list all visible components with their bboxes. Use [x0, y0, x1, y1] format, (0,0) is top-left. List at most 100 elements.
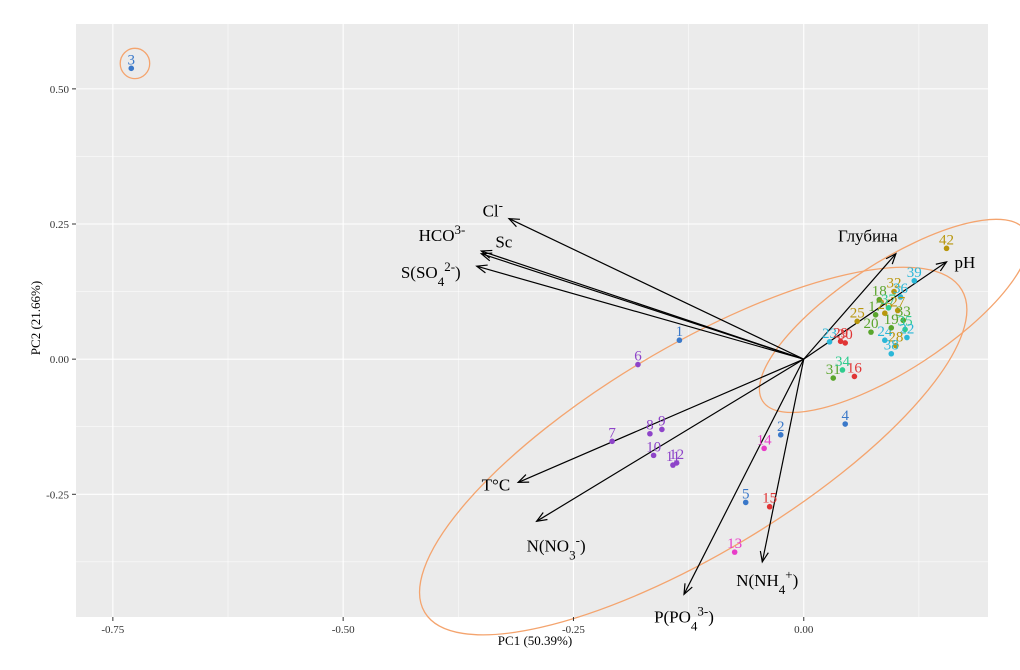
sample-point-label: 7	[608, 425, 616, 441]
sample-point	[894, 307, 901, 314]
sample-point-label: 39	[907, 265, 922, 281]
major-gridlines	[76, 24, 988, 617]
loading-arrowhead	[475, 264, 488, 274]
sample-point-label: 10	[646, 439, 661, 455]
cluster-ellipse	[418, 266, 968, 636]
loading-label: N(NO3-)	[527, 532, 586, 562]
y-tick-label: 0.50	[50, 84, 70, 96]
sample-point	[882, 337, 888, 344]
sample-point	[842, 421, 849, 427]
sample-point	[868, 329, 874, 335]
sample-point	[842, 340, 849, 346]
sample-point	[128, 65, 135, 72]
sample-point	[882, 310, 888, 317]
loading-label: HCO3-	[419, 222, 466, 246]
loading-arrowhead	[935, 260, 948, 272]
loading-arrowhead	[507, 217, 520, 228]
sample-point	[911, 277, 918, 284]
sample-point-label: 34	[835, 354, 851, 370]
sample-point	[609, 438, 615, 445]
loading-arrow-line	[683, 358, 805, 595]
sample-point-label: 35	[898, 313, 913, 329]
sample-point	[659, 426, 665, 433]
loading-label: T°C	[482, 475, 511, 494]
sample-point	[851, 373, 858, 380]
sample-point-label: 32	[887, 276, 902, 292]
x-tick-label: 0.00	[794, 624, 814, 636]
x-tick-label: -0.75	[101, 624, 124, 636]
loading-arrow-line	[476, 265, 804, 360]
loading-label: Глубина	[838, 227, 898, 246]
sample-point-label: 9	[658, 413, 666, 429]
loading-arrow-line	[803, 253, 897, 360]
loading-arrowhead	[885, 252, 897, 265]
confidence-ellipses	[119, 47, 1020, 636]
sample-point-label: 12	[669, 447, 684, 463]
sample-point	[761, 445, 767, 452]
sample-point-label: 4	[841, 408, 849, 424]
sample-point	[777, 432, 784, 438]
y-tick-label: 0.00	[50, 354, 70, 366]
sample-point-label: 1	[676, 324, 684, 340]
sample-point	[650, 452, 657, 459]
sample-point	[902, 326, 908, 333]
sample-point-label: 22	[899, 322, 914, 338]
loading-arrowhead	[683, 583, 693, 596]
sample-point-label: 25	[850, 305, 865, 321]
sample-point	[900, 317, 907, 324]
sample-point	[872, 312, 879, 318]
loading-arrow-line	[761, 359, 805, 562]
sample-point-label: 33	[896, 304, 911, 320]
cluster-ellipse	[119, 47, 151, 80]
sample-point-label: 20	[864, 316, 879, 332]
loading-arrowhead	[516, 474, 530, 484]
x-tick-label: -0.25	[562, 624, 585, 636]
loading-arrow-line	[481, 253, 804, 360]
sample-point	[837, 338, 844, 345]
sample-point-label: 42	[939, 232, 954, 248]
sample-point	[888, 324, 895, 331]
x-axis-title: PC1 (50.39%)	[498, 633, 572, 648]
sample-point	[904, 334, 910, 341]
sample-point	[943, 245, 950, 252]
sample-point-label: 36	[893, 281, 909, 297]
sample-point	[742, 499, 749, 506]
sample-point-label: 16	[847, 360, 863, 376]
sample-point	[839, 367, 846, 373]
loading-arrows: Cl- HCO3- Sc S(SO42-) Глубина pH T°C N(NO3-) N(N…	[401, 197, 975, 633]
loading-label: Sc	[495, 233, 512, 252]
loading-label: pH	[955, 253, 976, 272]
sample-point-label: 6	[634, 349, 642, 365]
sample-point	[891, 288, 897, 295]
sample-point-label: 2	[777, 419, 785, 435]
sample-point-label: 37	[881, 292, 897, 308]
sample-point-label: 28	[888, 330, 903, 346]
loading-label: S(SO42-)	[401, 259, 461, 289]
sample-point	[854, 318, 860, 325]
sample-point	[731, 549, 738, 555]
sample-point-label: 8	[646, 418, 654, 434]
sample-point-label: 5	[742, 486, 750, 502]
loading-arrow-line	[536, 358, 805, 522]
sample-point-label: 23	[822, 326, 837, 342]
sample-point-label: 31	[826, 362, 841, 378]
sample-point	[647, 430, 653, 437]
loading-label: Cl-	[483, 197, 503, 221]
loading-arrowhead	[759, 550, 769, 564]
sample-point	[888, 350, 895, 357]
sample-point-label: 30	[838, 327, 853, 343]
y-tick-label: -0.25	[46, 489, 69, 501]
sample-point	[635, 361, 641, 368]
x-axis-ticks: -0.75 -0.50 -0.25 0.00	[101, 617, 814, 636]
loading-arrow-line	[508, 218, 805, 360]
loading-label: P(PO43-)	[654, 603, 714, 633]
sample-point	[893, 342, 899, 349]
loading-arrow-line	[517, 358, 804, 483]
y-axis-ticks: -0.25 0.00 0.25 0.50	[46, 84, 76, 501]
sample-point-label: 18	[872, 284, 887, 300]
loading-arrowhead	[535, 512, 548, 523]
sample-point	[826, 339, 833, 345]
sample-point	[876, 296, 883, 303]
sample-point	[897, 294, 904, 300]
